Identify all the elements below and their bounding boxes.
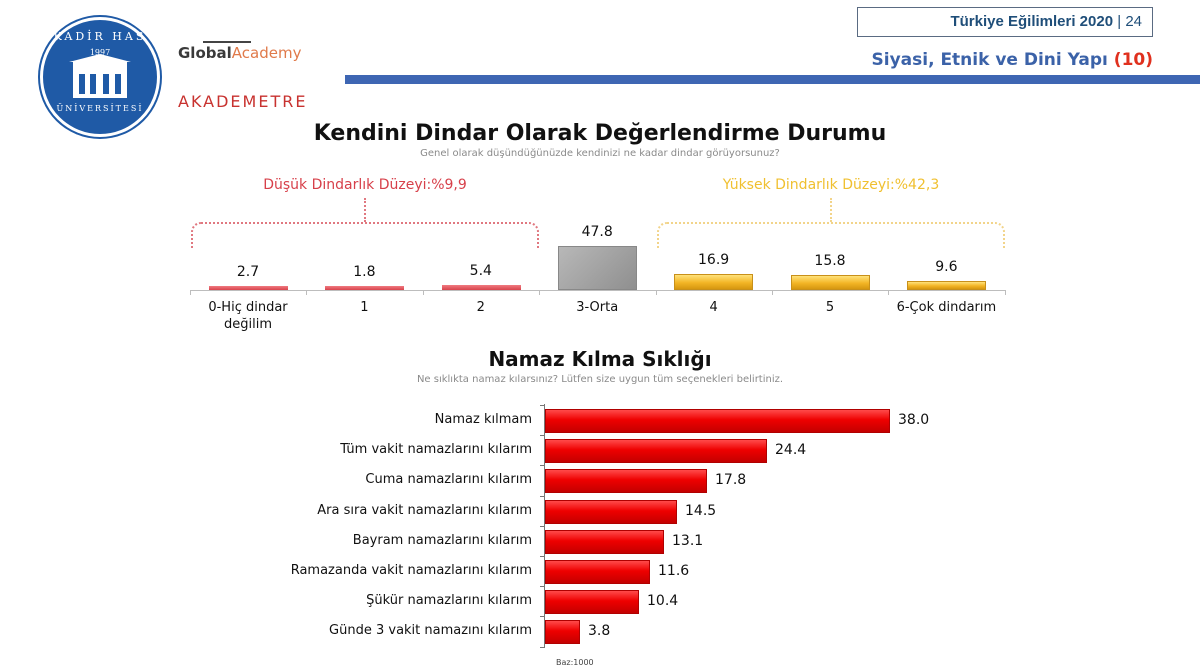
- prayer-row: Günde 3 vakit namazını kılarım 3.8: [0, 620, 1200, 645]
- low-group-brace-stem: [364, 198, 366, 222]
- report-title-box: Türkiye Eğilimleri 2020 | 24: [857, 7, 1153, 37]
- prayer-bar: [545, 469, 707, 494]
- bar-value-label: 3.8: [588, 623, 611, 640]
- logo-top-text: KADİR HAS: [53, 30, 147, 43]
- low-religiosity-annotation: Düşük Dindarlık Düzeyi:%9,9: [263, 177, 467, 193]
- section-number: (10): [1113, 50, 1153, 70]
- y-axis-tick: [540, 495, 545, 497]
- prayer-chart-subtitle: Ne sıklıkta namaz kılarsınız? Lütfen siz…: [416, 374, 784, 385]
- prayer-row: Namaz kılmam 38.0: [0, 409, 1200, 433]
- x-axis-tick: [422, 290, 424, 295]
- bar-value-label: 9.6: [935, 259, 958, 275]
- global-academy-logo: GlobalAcademy: [178, 44, 302, 62]
- bar-value-label: 11.6: [658, 563, 690, 579]
- x-axis-tick: [306, 290, 308, 295]
- category-label: Tüm vakit namazlarını kılarım: [340, 442, 532, 458]
- prayer-bar: [545, 409, 890, 433]
- prayer-bar: [545, 529, 664, 554]
- prayer-bar: [545, 439, 767, 464]
- bar-value-label: 47.8: [581, 224, 613, 240]
- religiosity-bar: [325, 286, 405, 290]
- y-axis-tick: [540, 556, 545, 557]
- category-label: Ramazanda vakit namazlarını kılarım: [290, 563, 532, 578]
- bar-value-label: 14.5: [685, 502, 717, 519]
- akademetre-logo: AKADEMETRE: [178, 92, 308, 111]
- bar-value-label: 2.7: [236, 264, 260, 280]
- religiosity-x-axis: [190, 290, 1005, 291]
- category-label: 6-Çok dindarım: [896, 300, 997, 315]
- prayer-bar: [545, 620, 580, 645]
- y-axis-tick: [540, 405, 545, 406]
- report-title: Türkiye Eğilimleri 2020: [950, 13, 1114, 30]
- bar-value-label: 15.8: [814, 253, 846, 269]
- y-axis-tick: [540, 616, 545, 618]
- religiosity-bar: [907, 281, 987, 290]
- prayer-chart-title: Namaz Kılma Sıklığı: [488, 347, 712, 371]
- y-axis-tick: [540, 435, 545, 437]
- category-label: 3-Orta: [576, 300, 619, 315]
- category-label: 5: [825, 300, 835, 315]
- title-separator: |: [1117, 13, 1122, 30]
- religiosity-chart-title: Kendini Dindar Olarak Değerlendirme Duru…: [313, 121, 887, 146]
- religiosity-bar: [557, 246, 637, 290]
- category-label: Bayram namazlarını kılarım: [352, 532, 532, 548]
- x-axis-tick: [888, 290, 890, 295]
- high-group-brace: [657, 222, 1005, 248]
- page-number: 24: [1125, 13, 1142, 30]
- y-axis-tick: [540, 586, 545, 588]
- high-religiosity-annotation: Yüksek Dindarlık Düzeyi:%42,3: [722, 177, 940, 193]
- prayer-bar: [545, 560, 650, 584]
- logo-year: 1997: [89, 48, 111, 57]
- bar-value-label: 1.8: [353, 264, 376, 280]
- y-axis-tick: [540, 525, 545, 527]
- category-label: 4: [709, 300, 718, 315]
- bar-value-label: 13.1: [672, 532, 704, 549]
- religiosity-bar: [790, 275, 870, 290]
- prayer-row: Tüm vakit namazlarını kılarım 24.4: [0, 439, 1200, 464]
- religiosity-bar: [441, 285, 521, 290]
- bar-value-label: 10.4: [647, 593, 679, 610]
- prayer-row: Şükür namazlarını kılarım 10.4: [0, 590, 1200, 615]
- x-axis-tick: [772, 290, 773, 295]
- prayer-bar: [545, 499, 677, 524]
- bar-value-label: 16.9: [698, 252, 730, 268]
- prayer-row: Ara sıra vakit namazlarını kılarım 14.5: [0, 499, 1200, 524]
- bar-value-label: 5.4: [469, 263, 492, 279]
- y-axis-tick: [540, 646, 545, 648]
- sample-base-note: Baz:1000: [556, 658, 594, 667]
- category-label: 0-Hiç dindar değilim: [208, 300, 288, 332]
- category-label: Namaz kılmam: [434, 412, 532, 427]
- x-axis-tick: [655, 290, 657, 295]
- religiosity-bar: [674, 274, 754, 290]
- x-axis-tick: [1004, 290, 1006, 295]
- category-label: Cuma namazlarını kılarım: [365, 472, 532, 488]
- high-group-brace-stem: [830, 198, 832, 222]
- kadir-has-university-logo: KADİR HAS 1997 ÜNİVERSİTESİ: [40, 17, 160, 137]
- section-title: Siyasi, Etnik ve Dini Yapı (10): [871, 50, 1154, 70]
- category-label: Günde 3 vakit namazını kılarım: [329, 623, 532, 639]
- building-icon: [73, 62, 127, 98]
- prayer-row: Ramazanda vakit namazlarını kılarım 11.6: [0, 560, 1200, 584]
- low-group-brace: [191, 222, 539, 248]
- speech-bubble-icon: [203, 41, 251, 73]
- category-label: Ara sıra vakit namazlarını kılarım: [317, 502, 532, 518]
- prayer-row: Cuma namazlarını kılarım 17.8: [0, 469, 1200, 494]
- category-label: 1: [360, 300, 369, 315]
- y-axis-tick: [540, 465, 545, 467]
- prayer-bar: [545, 590, 639, 615]
- religiosity-bar: [208, 286, 288, 290]
- category-label: Şükür namazlarını kılarım: [366, 593, 532, 609]
- x-axis-tick: [539, 290, 541, 295]
- bar-value-label: 38.0: [898, 412, 930, 428]
- prayer-row: Bayram namazlarını kılarım 13.1: [0, 529, 1200, 554]
- religiosity-chart-subtitle: Genel olarak düşündüğünüzde kendinizi ne…: [420, 148, 780, 159]
- logo-bottom-text: ÜNİVERSİTESİ: [56, 104, 144, 113]
- x-axis-tick: [190, 290, 191, 295]
- bar-value-label: 17.8: [715, 472, 747, 489]
- category-label: 2: [476, 300, 485, 315]
- header-divider: [345, 75, 1200, 84]
- bar-value-label: 24.4: [775, 442, 807, 459]
